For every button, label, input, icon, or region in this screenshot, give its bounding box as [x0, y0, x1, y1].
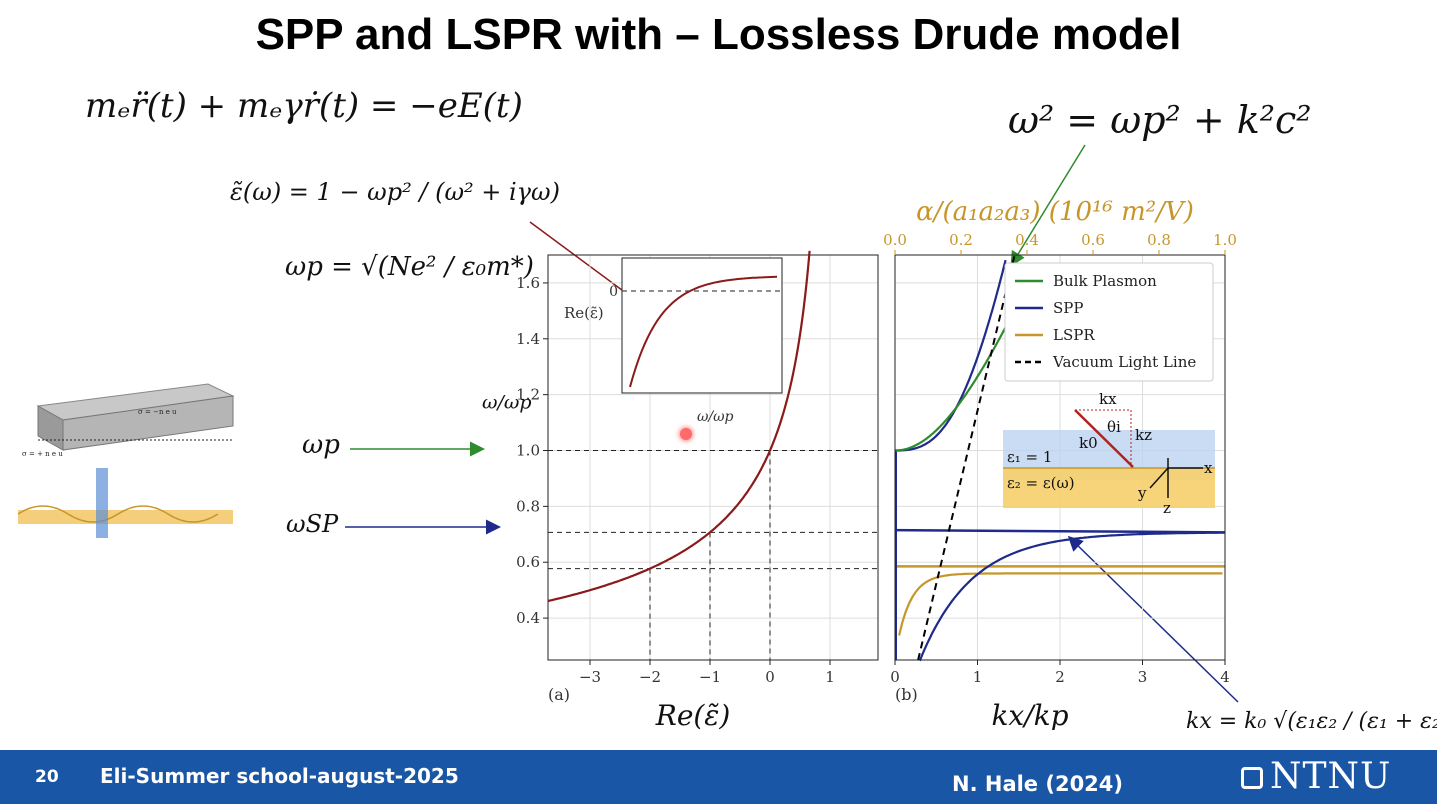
inset-y-label: y [1137, 484, 1147, 502]
y-tick-label: 0.4 [516, 609, 540, 627]
diagram-top-label: σ = −n e u [138, 408, 177, 416]
dispersion-equation: ω² = ωp² + k²c² [1008, 98, 1312, 142]
spp-lower-branch [918, 531, 1225, 662]
plot-frame-a [547, 254, 879, 661]
top-tick-label: 0.0 [883, 231, 907, 249]
x-tick-label: 0 [765, 668, 775, 686]
inset-zero-label: 0 [609, 284, 618, 300]
inset-curve [629, 275, 778, 388]
plasmon-slab-diagram: σ = −n e u σ = + n e u [18, 383, 235, 538]
y-tick-label: 1.2 [516, 386, 540, 404]
x-tick-label: −2 [639, 668, 661, 686]
x-tick-label: 0 [890, 668, 900, 686]
y-tick-label: 1.6 [516, 274, 540, 292]
x-tick-label: 3 [1138, 668, 1148, 686]
panel-label-b: (b) [895, 685, 918, 704]
legend-box [1004, 262, 1214, 382]
y-axis-label-a: ω/ωp [482, 392, 532, 414]
legend-entry: SPP [1053, 299, 1083, 317]
top-tick-label: 0.4 [1015, 231, 1039, 249]
spp-flat-line [894, 528, 1226, 534]
y-tick-label: 0.8 [516, 497, 540, 515]
credit-text: N. Hale (2024) [952, 772, 1124, 796]
top-tick-label: 1.0 [1213, 231, 1237, 249]
y-tick-label: 0.6 [516, 553, 540, 571]
ntnu-logo-mark [1241, 767, 1263, 789]
diagram-bottom-label: σ = + n e u [22, 450, 63, 458]
y-tick-label: 1.4 [516, 330, 540, 348]
inset-x-label: ω/ωp [697, 409, 734, 425]
kx-formula: kx = k₀ √(ε₁ε₂ / (ε₁ + ε₂)) [1180, 705, 1437, 738]
inset-z-label: z [1163, 499, 1171, 517]
inset-kz-label: kz [1135, 426, 1152, 444]
drude-permittivity-equation: ε̃(ω) = 1 − ωp² / (ω² + iγω) [230, 178, 560, 206]
top-tick-label: 0.6 [1081, 231, 1105, 249]
legend-entry: Bulk Plasmon [1053, 272, 1157, 290]
inset-k0-vector [1074, 409, 1134, 468]
inset-metal-region [1003, 468, 1215, 508]
y-tick-label: 1.0 [516, 442, 540, 460]
inset-kx-label: kx [1099, 390, 1117, 408]
spp-upper-branch [895, 259, 1007, 452]
dispersion-arrow [1010, 144, 1086, 267]
bulk-plasmon-curve [895, 287, 1027, 452]
pointer-dot [680, 428, 692, 440]
omega-p-label: ωp [302, 430, 340, 460]
panel-label-a: (a) [548, 685, 570, 704]
x-tick-label: 4 [1220, 668, 1230, 686]
lspr-curve [898, 572, 1223, 636]
x-tick-label: −3 [579, 668, 601, 686]
inset-eps2-label: ε₂ = ε(ω) [1007, 474, 1075, 492]
page-number: 20 [35, 767, 59, 787]
inset-frame [621, 257, 783, 394]
inset-theta-label: θi [1107, 418, 1121, 436]
equation-of-motion: mₑr̈(t) + mₑγṙ(t) = −eE(t) [85, 86, 523, 126]
x-tick-label: 1 [973, 668, 983, 686]
footer-bar: 20 Eli-Summer school-august-2025 N. Hale… [0, 750, 1437, 804]
omega-sp-label: ωSP [286, 510, 339, 538]
inset-k0-label: k0 [1079, 434, 1098, 452]
x-axis-label-a: Re(ε̃) [655, 699, 731, 730]
ntnu-logo: NTNU [1270, 756, 1392, 797]
chart-a: −3 −2 −1 0 1 0.4 0.6 0.8 1.0 1.2 1.4 1.6 (a) Re(ε̃) ω/… [482, 250, 879, 730]
epsilon-curve [547, 250, 811, 603]
top-axis-label: α/(a₁a₂a₃) (10¹⁶ m²/V) [916, 197, 1194, 227]
inset-eps1-label: ε₁ = 1 [1007, 448, 1052, 466]
vacuum-light-line [917, 254, 1016, 661]
legend-entry: Vacuum Light Line [1052, 353, 1196, 371]
inset-x-label: x [1204, 459, 1213, 477]
top-tick-label: 0.8 [1147, 231, 1171, 249]
x-tick-label: −1 [699, 668, 721, 686]
inset-y-label: Re(ε̃) [564, 304, 604, 322]
event-name: Eli-Summer school-august-2025 [100, 764, 459, 788]
x-tick-label: 1 [825, 668, 835, 686]
slide-title: SPP and LSPR with – Lossless Drude model [255, 10, 1182, 59]
inset-axis-y [1149, 467, 1169, 489]
legend-entry: LSPR [1053, 326, 1095, 344]
plasma-frequency-equation: ωp = √(Ne² / ε₀m*) [285, 252, 534, 282]
x-axis-label-b: kx/kp [991, 699, 1068, 730]
top-tick-label: 0.2 [949, 231, 973, 249]
chart-b: 0 1 2 3 4 0.0 0.2 0.4 0.6 0.8 1.0 α/(a₁a₂a₃) (10¹⁶ … [883, 197, 1237, 730]
x-tick-label: 2 [1055, 668, 1065, 686]
